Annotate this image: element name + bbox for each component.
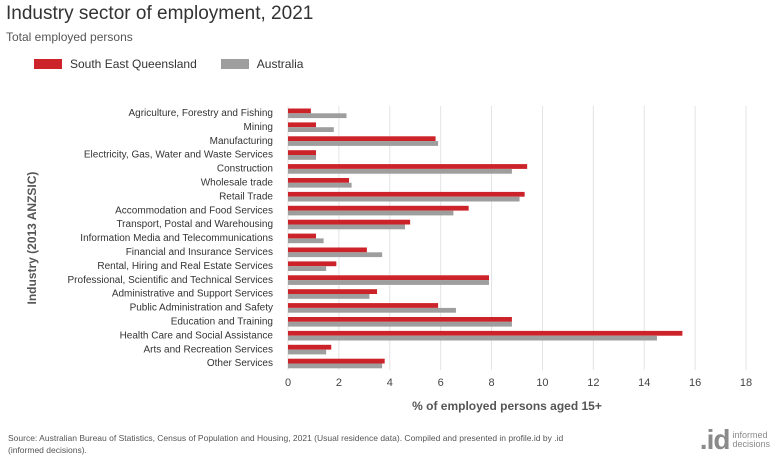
x-tick-label: 6 [438, 377, 444, 389]
y-tick-label: Accommodation and Food Services [115, 205, 273, 216]
bar-seq [288, 164, 528, 169]
y-tick-label: Information Media and Telecommunications [80, 233, 273, 244]
y-axis-title: Industry (2013 ANZSIC) [25, 172, 39, 305]
y-tick-label: Mining [244, 122, 273, 133]
bar-seq [288, 289, 378, 294]
bar-australia [288, 294, 370, 299]
bar-australia [288, 127, 334, 132]
x-tick-label: 16 [689, 377, 701, 389]
y-tick-label: Financial and Insurance Services [126, 247, 273, 258]
logo-mark: .id [699, 424, 731, 455]
x-tick-label: 12 [587, 377, 599, 389]
legend-item-australia[interactable]: Australia [220, 57, 304, 71]
y-tick-label: Health Care and Social Assistance [120, 330, 274, 341]
legend: South East Queensland Australia [34, 57, 327, 71]
bar-seq [288, 108, 311, 114]
bar-australia [288, 266, 327, 271]
id-logo: .id informed decisions [700, 424, 770, 456]
y-tick-label: Retail Trade [219, 191, 273, 202]
x-tick-label: 18 [740, 377, 752, 389]
y-tick-label: Manufacturing [210, 136, 273, 147]
bar-australia [288, 196, 520, 202]
bar-australia [288, 155, 316, 160]
bar-seq [288, 358, 385, 364]
y-tick-label: Public Administration and Safety [130, 303, 273, 314]
bar-australia [288, 280, 490, 285]
bar-seq [288, 122, 316, 128]
x-tick-label: 4 [387, 377, 393, 389]
x-tick-label: 2 [336, 377, 342, 389]
bar-seq [288, 205, 469, 211]
bar-seq [288, 317, 512, 322]
legend-swatch-australia [220, 59, 249, 69]
bar-seq [288, 261, 337, 267]
logo-text: informed decisions [732, 431, 770, 449]
y-tick-label: Wholesale trade [201, 178, 274, 189]
legend-item-seq[interactable]: South East Queensland [34, 57, 197, 71]
bar-australia [288, 224, 406, 230]
logo-line-2: decisions [732, 439, 770, 449]
legend-label-seq: South East Queensland [70, 57, 197, 71]
source-note: Source: Australian Bureau of Statistics,… [8, 433, 564, 455]
bar-seq [288, 330, 683, 336]
bar-seq [288, 303, 439, 308]
y-tick-label: Education and Training [171, 317, 273, 328]
chart-title: Industry sector of employment, 2021 [6, 3, 314, 24]
bar-australia [288, 210, 454, 216]
x-tick-label: 0 [285, 377, 291, 389]
y-tick-label: Administrative and Support Services [112, 289, 273, 300]
chart-subtitle: Total employed persons [6, 30, 133, 44]
bar-australia [288, 113, 347, 119]
bar-australia [288, 238, 324, 244]
x-tick-label: 10 [536, 377, 548, 389]
y-tick-label: Transport, Postal and Warehousing [116, 219, 273, 230]
bar-australia [288, 252, 383, 258]
x-axis-title: % of employed persons aged 15+ [412, 399, 602, 413]
bar-seq [288, 150, 316, 155]
bar-australia [288, 182, 352, 188]
legend-label-australia: Australia [256, 57, 304, 71]
y-tick-label: Agriculture, Forestry and Fishing [128, 108, 273, 119]
bar-seq [288, 275, 490, 281]
bar-seq [288, 136, 436, 142]
logo-line-1: informed [732, 430, 768, 440]
bar-seq [288, 219, 411, 225]
y-tick-label: Electricity, Gas, Water and Waste Servic… [84, 150, 273, 161]
bar-australia [288, 349, 327, 355]
bar-seq [288, 233, 316, 239]
bar-seq [288, 178, 350, 183]
bar-australia [288, 141, 439, 146]
bar-seq [288, 344, 332, 350]
legend-swatch-seq [34, 59, 62, 69]
y-tick-label: Rental, Hiring and Real Estate Services [97, 261, 273, 272]
x-tick-label: 14 [638, 377, 650, 389]
y-tick-label: Other Services [207, 358, 273, 369]
x-tick-label: 8 [488, 377, 494, 389]
bar-australia [288, 168, 512, 174]
bar-australia [288, 363, 383, 369]
bar-australia [288, 307, 456, 313]
bar-seq [288, 191, 525, 197]
bar-seq [288, 247, 367, 253]
bar-australia [288, 335, 657, 341]
y-tick-label: Professional, Scientific and Technical S… [68, 275, 273, 286]
y-tick-label: Construction [217, 164, 273, 175]
bar-australia [288, 321, 512, 327]
y-tick-label: Arts and Recreation Services [143, 344, 273, 355]
